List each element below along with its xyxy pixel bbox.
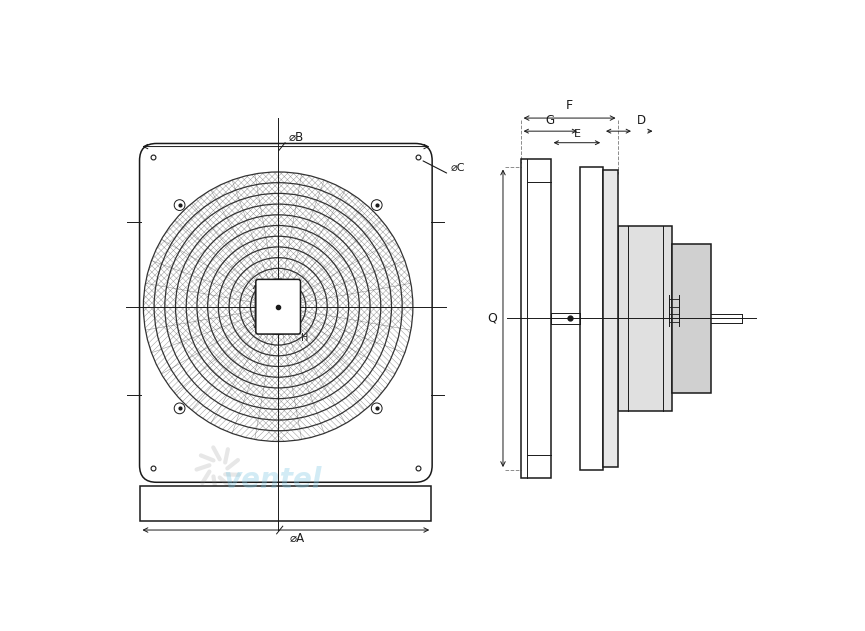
Text: ⌀B: ⌀B <box>288 131 304 143</box>
Text: ventel: ventel <box>223 466 321 494</box>
Bar <box>672 244 711 393</box>
Circle shape <box>371 199 382 211</box>
Circle shape <box>142 170 414 443</box>
FancyBboxPatch shape <box>139 143 432 482</box>
Text: D: D <box>637 114 646 127</box>
Bar <box>521 159 551 478</box>
Bar <box>580 167 603 470</box>
Bar <box>140 486 432 521</box>
Text: Q: Q <box>487 312 497 325</box>
Text: ⌀C: ⌀C <box>451 163 465 173</box>
Circle shape <box>212 463 224 475</box>
FancyBboxPatch shape <box>256 280 300 334</box>
Text: G: G <box>546 114 555 127</box>
Bar <box>618 226 672 411</box>
Circle shape <box>371 403 382 414</box>
Text: H: H <box>301 333 309 343</box>
Text: F: F <box>566 99 573 112</box>
Text: ⌀A: ⌀A <box>290 533 304 545</box>
Text: E: E <box>573 129 580 139</box>
Circle shape <box>174 403 185 414</box>
Circle shape <box>174 199 185 211</box>
Bar <box>603 170 618 467</box>
